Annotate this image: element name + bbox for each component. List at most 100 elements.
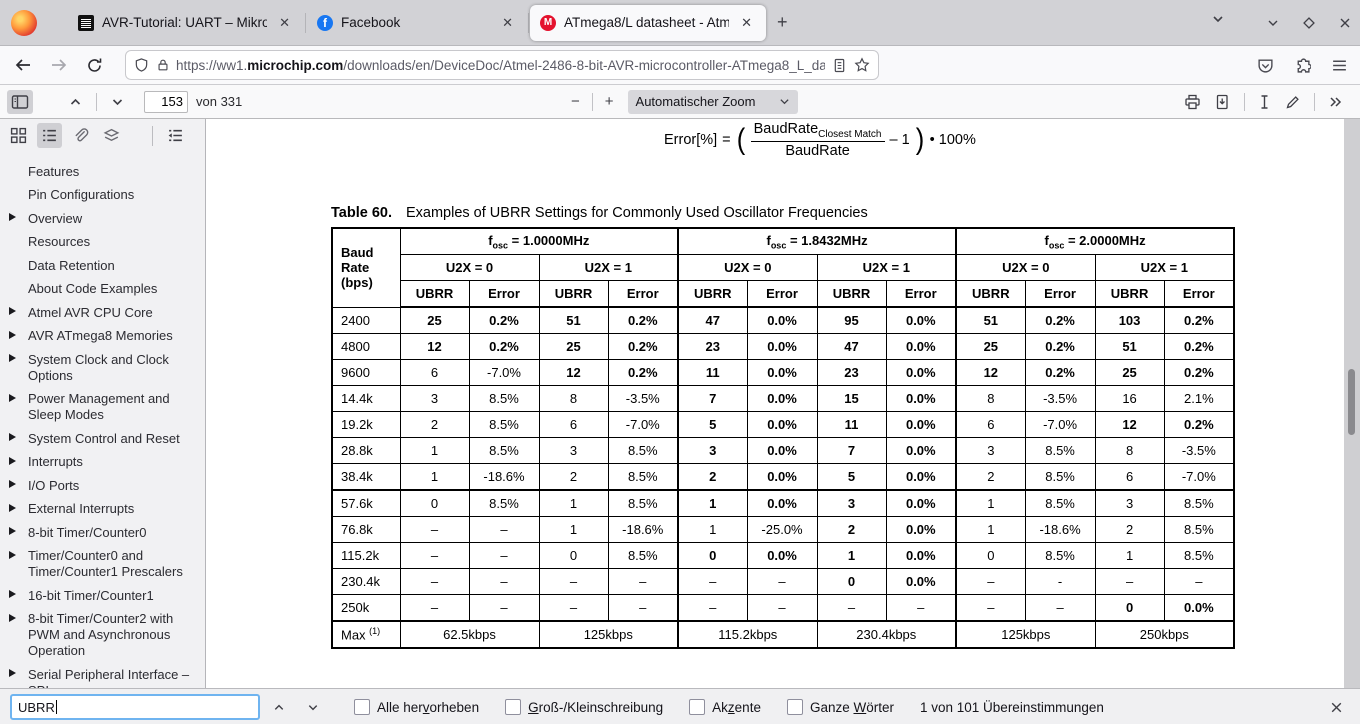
- toggle-sidebar-icon[interactable]: [7, 89, 33, 114]
- shield-icon[interactable]: [134, 57, 149, 73]
- tab-avr-tutorial[interactable]: AVR-Tutorial: UART – Mikro ✕: [68, 5, 304, 41]
- expand-triangle-icon[interactable]: [9, 590, 16, 598]
- expand-triangle-icon[interactable]: [9, 669, 16, 677]
- expand-triangle-icon[interactable]: [9, 213, 16, 221]
- outline-view-icon[interactable]: [37, 123, 62, 148]
- tab-atmega8-datasheet[interactable]: M ATmega8/L datasheet - Atm ✕: [530, 4, 766, 41]
- column-header: UBRR: [1094, 280, 1165, 308]
- column-header: Error: [1024, 280, 1096, 308]
- match-case-checkbox[interactable]: Groß-/Kleinschreibung: [505, 699, 663, 715]
- match-diacritics-checkbox[interactable]: Akzente: [689, 699, 761, 715]
- outline-item[interactable]: Interrupts: [0, 451, 199, 475]
- menu-hamburger-icon[interactable]: [1331, 58, 1348, 73]
- u2x-header: U2X = 1: [1094, 254, 1235, 281]
- outline-item[interactable]: I/O Ports: [0, 474, 199, 498]
- table-row: 28.8k 1 8.5% 3 8.5% 3 0.0% 7 0.0% 3 8.5% 8 -3.5%: [331, 437, 1235, 464]
- pocket-icon[interactable]: [1257, 57, 1274, 74]
- layers-icon[interactable]: [99, 123, 124, 148]
- outline-item[interactable]: Features: [0, 160, 199, 184]
- expand-triangle-icon[interactable]: [9, 613, 16, 622]
- find-previous-icon[interactable]: [264, 697, 294, 718]
- next-page-icon[interactable]: [106, 91, 129, 113]
- new-tab-button[interactable]: +: [777, 12, 788, 32]
- current-outline-item-icon[interactable]: [163, 123, 188, 148]
- expand-triangle-icon[interactable]: [9, 503, 16, 512]
- outline-item[interactable]: System Clock and Clock Options: [0, 348, 199, 388]
- forward-icon[interactable]: [46, 53, 72, 77]
- list-all-tabs-icon[interactable]: [1211, 12, 1225, 26]
- expand-triangle-icon[interactable]: [9, 330, 16, 339]
- tab-facebook[interactable]: f Facebook ✕: [307, 5, 527, 41]
- tab-close-icon[interactable]: ✕: [502, 14, 513, 30]
- print-icon[interactable]: [1180, 90, 1205, 114]
- zoom-select[interactable]: Automatischer Zoom: [627, 89, 799, 114]
- outline-item[interactable]: About Code Examples: [0, 278, 199, 302]
- window-maximize-icon[interactable]: [1302, 16, 1316, 30]
- expand-triangle-icon[interactable]: [9, 480, 16, 488]
- draw-pencil-icon[interactable]: [1281, 90, 1305, 114]
- reload-icon[interactable]: [82, 53, 107, 78]
- find-next-icon[interactable]: [298, 697, 328, 718]
- expand-triangle-icon[interactable]: [9, 433, 16, 441]
- text-tool-icon[interactable]: [1254, 90, 1275, 114]
- thumbnails-view-icon[interactable]: [6, 123, 31, 148]
- lock-icon[interactable]: [156, 57, 170, 73]
- tab-close-icon[interactable]: ✕: [741, 14, 752, 30]
- checkbox-icon[interactable]: [689, 699, 706, 715]
- value-cell: 7: [816, 437, 887, 464]
- outline-item[interactable]: Overview: [0, 207, 199, 231]
- download-icon[interactable]: [1211, 90, 1235, 114]
- vertical-scrollbar[interactable]: [1344, 119, 1360, 688]
- attachments-paperclip-icon[interactable]: [68, 123, 93, 148]
- outline-item[interactable]: Data Retention: [0, 254, 199, 278]
- more-tools-chevrons-icon[interactable]: [1324, 91, 1347, 113]
- value-cell: –: [677, 594, 748, 622]
- reader-view-icon[interactable]: [833, 58, 846, 73]
- extensions-icon[interactable]: [1294, 57, 1311, 74]
- expand-triangle-icon[interactable]: [9, 527, 16, 535]
- page-number-input[interactable]: [144, 90, 188, 113]
- value-cell: 8.5%: [1024, 437, 1096, 464]
- outline-item[interactable]: External Interrupts: [0, 498, 199, 522]
- window-close-icon[interactable]: [1338, 16, 1352, 30]
- checkbox-label: Ganze Wörter: [809, 699, 894, 715]
- url-bar[interactable]: https://ww1.microchip.com/downloads/en/D…: [125, 50, 879, 80]
- outline-item-label: System Clock and Clock Options: [28, 351, 169, 383]
- expand-triangle-icon[interactable]: [9, 393, 16, 402]
- outline-item[interactable]: Resources: [0, 231, 199, 255]
- outline-item[interactable]: 8-bit Timer/Counter0: [0, 521, 199, 545]
- find-close-icon[interactable]: [1325, 696, 1348, 719]
- zoom-in-button[interactable]: +: [604, 93, 614, 110]
- outline-item[interactable]: Power Management and Sleep Modes: [0, 388, 199, 428]
- scrollbar-thumb[interactable]: [1348, 369, 1355, 435]
- outline-item[interactable]: System Control and Reset: [0, 427, 199, 451]
- expand-triangle-icon[interactable]: [9, 456, 16, 465]
- highlight-all-checkbox[interactable]: Alle hervorheben: [354, 699, 479, 715]
- outline-item[interactable]: 16-bit Timer/Counter1: [0, 584, 199, 608]
- expand-triangle-icon[interactable]: [9, 307, 16, 315]
- value-cell: 8.5%: [607, 489, 679, 517]
- back-icon[interactable]: [10, 53, 36, 77]
- whole-words-checkbox[interactable]: Ganze Wörter: [786, 699, 894, 715]
- pdf-sidebar: Features Pin Configurations Overview Resour…: [0, 119, 206, 688]
- zoom-out-button[interactable]: −: [571, 93, 580, 110]
- window-shade-icon[interactable]: [1266, 16, 1280, 30]
- bookmark-star-icon[interactable]: [854, 57, 870, 73]
- checkbox-icon[interactable]: [786, 699, 803, 715]
- checkbox-icon[interactable]: [354, 699, 370, 715]
- expand-triangle-icon[interactable]: [9, 550, 16, 559]
- previous-page-icon[interactable]: [64, 91, 87, 113]
- find-input[interactable]: UBRR: [10, 694, 260, 720]
- value-cell: -18.6%: [1024, 516, 1096, 543]
- outline-item[interactable]: Timer/Counter0 and Timer/Counter1 Presca…: [0, 545, 199, 585]
- tab-close-icon[interactable]: ✕: [279, 14, 290, 30]
- expand-triangle-icon[interactable]: [9, 354, 16, 362]
- checkbox-icon[interactable]: [505, 699, 522, 715]
- outline-item[interactable]: Atmel AVR CPU Core: [0, 301, 199, 325]
- outline-item[interactable]: Serial Peripheral Interface – SPI: [0, 663, 199, 688]
- value-cell: 15: [816, 385, 887, 412]
- outline-item[interactable]: AVR ATmega8 Memories: [0, 325, 199, 349]
- outline-item[interactable]: 8-bit Timer/Counter2 with PWM and Asynch…: [0, 608, 199, 664]
- outline-item[interactable]: Pin Configurations: [0, 184, 199, 208]
